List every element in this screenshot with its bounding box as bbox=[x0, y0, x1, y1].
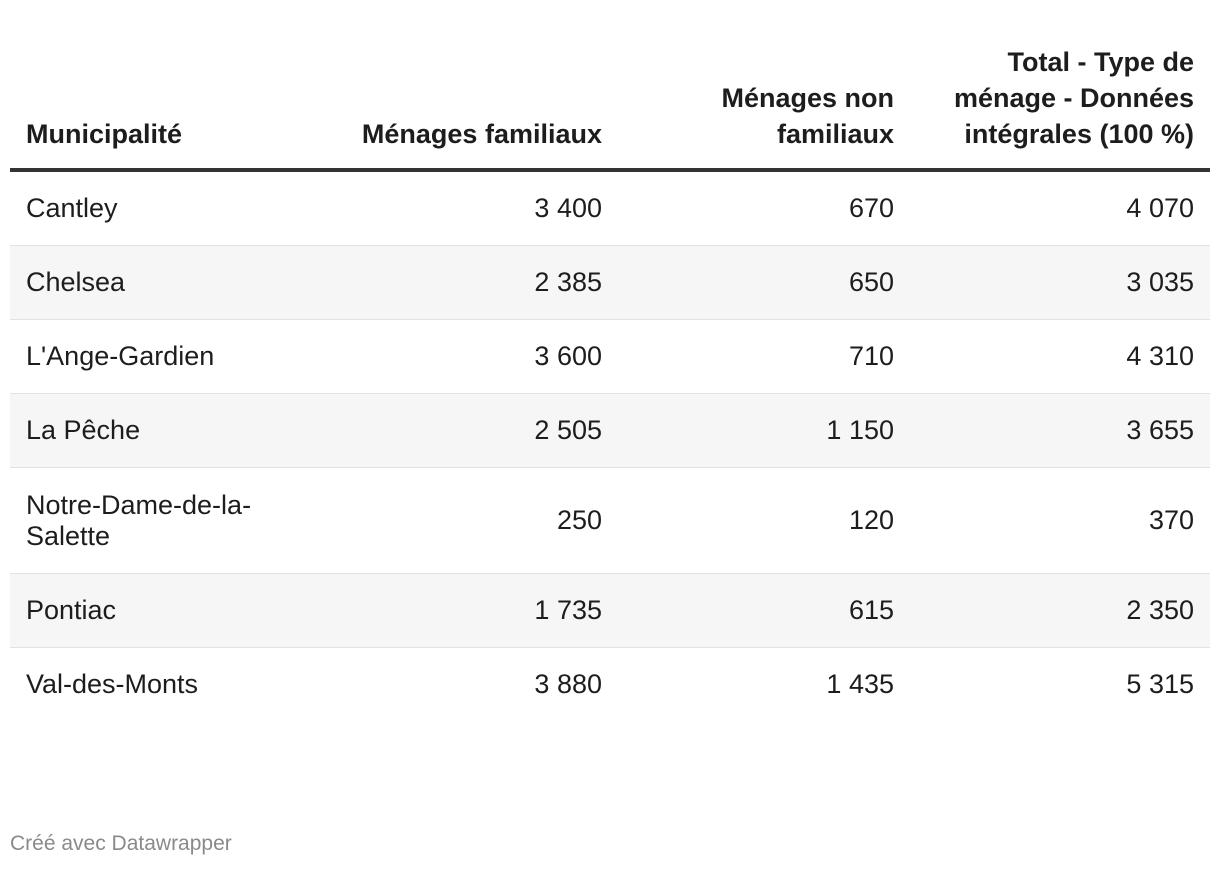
cell-municipalite: Cantley bbox=[10, 170, 310, 246]
table-row: La Pêche 2 505 1 150 3 655 bbox=[10, 393, 1210, 468]
header-row: Municipalité Ménages familiaux Ménages n… bbox=[10, 40, 1210, 172]
cell-municipalite: Val-des-Monts bbox=[26, 669, 199, 699]
table-row: Notre-Dame-de-la- Salette 250 120 370 bbox=[10, 467, 1210, 574]
cell-municipalite: Chelsea bbox=[10, 245, 310, 320]
cell-menages-non-familiaux: 710 bbox=[618, 319, 910, 394]
cell-menages-familiaux: 1 735 bbox=[310, 573, 618, 648]
column-header-total[interactable]: Total - Type de ménage - Données intégra… bbox=[910, 40, 1210, 172]
column-header-menages-non-familiaux[interactable]: Ménages non familiaux bbox=[618, 40, 910, 172]
cell-total: 3 655 bbox=[910, 393, 1210, 468]
cell-menages-non-familiaux: 120 bbox=[618, 467, 910, 574]
cell-menages-familiaux: 3 880 bbox=[534, 669, 602, 699]
column-header-municipalite[interactable]: Municipalité bbox=[10, 40, 310, 172]
table-header: Municipalité Ménages familiaux Ménages n… bbox=[10, 40, 1210, 172]
cell-menages-non-familiaux: 1 150 bbox=[618, 393, 910, 468]
cell-menages-familiaux: 2 505 bbox=[310, 393, 618, 468]
cell-municipalite: Notre-Dame-de-la- Salette bbox=[10, 467, 310, 574]
cell-menages-familiaux: 2 385 bbox=[310, 245, 618, 320]
cell-menages-non-familiaux: 670 bbox=[618, 170, 910, 246]
cell-menages-familiaux: 250 bbox=[310, 467, 618, 574]
cell-total: 2 350 bbox=[910, 573, 1210, 648]
cell-menages-familiaux: 3 600 bbox=[310, 319, 618, 394]
cell-total: 370 bbox=[910, 467, 1210, 574]
cell-total: 4 070 bbox=[910, 170, 1210, 246]
cell-municipalite: L'Ange-Gardien bbox=[10, 319, 310, 394]
data-table: Municipalité Ménages familiaux Ménages n… bbox=[10, 40, 1210, 721]
table-body: Cantley 3 400 670 4 070 Chelsea 2 385 65… bbox=[10, 170, 1210, 721]
table-row: Val-des-Monts 3 880 1 435 5 315 bbox=[10, 648, 1210, 722]
column-header-menages-familiaux[interactable]: Ménages familiaux bbox=[310, 40, 618, 172]
table-row: Cantley 3 400 670 4 070 bbox=[10, 170, 1210, 246]
data-table-container: Municipalité Ménages familiaux Ménages n… bbox=[10, 40, 1210, 721]
table-row: Chelsea 2 385 650 3 035 bbox=[10, 245, 1210, 320]
cell-municipalite-text: Notre-Dame-de-la- Salette bbox=[26, 489, 252, 551]
cell-municipalite: La Pêche bbox=[10, 393, 310, 468]
cell-total: 3 035 bbox=[910, 245, 1210, 320]
cell-menages-non-familiaux: 650 bbox=[618, 245, 910, 320]
cell-total: 5 315 bbox=[1126, 669, 1194, 699]
cell-municipalite: Pontiac bbox=[10, 573, 310, 648]
table-row: Pontiac 1 735 615 2 350 bbox=[10, 573, 1210, 648]
cell-total: 4 310 bbox=[910, 319, 1210, 394]
cell-menages-familiaux: 3 400 bbox=[310, 170, 618, 246]
cell-menages-non-familiaux: 615 bbox=[618, 573, 910, 648]
datawrapper-credit-link[interactable]: Créé avec Datawrapper bbox=[10, 832, 232, 855]
cell-menages-non-familiaux: 1 435 bbox=[826, 669, 894, 699]
table-row: L'Ange-Gardien 3 600 710 4 310 bbox=[10, 319, 1210, 394]
